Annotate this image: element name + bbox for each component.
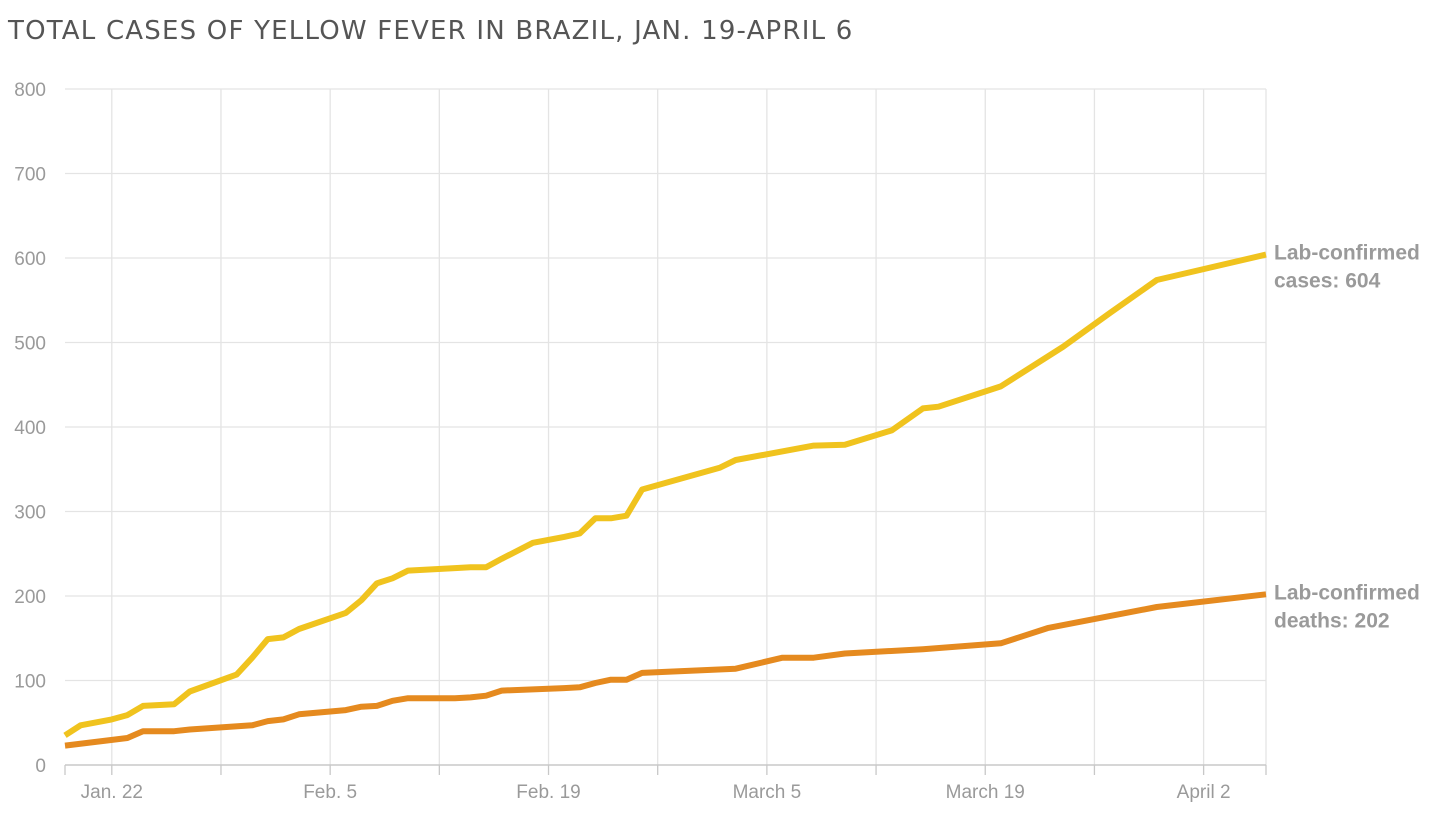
series-end-label-line: deaths: 202: [1274, 609, 1390, 632]
x-tick-label: Feb. 19: [516, 782, 580, 803]
y-tick-label: 800: [14, 80, 46, 101]
y-tick-label: 100: [14, 672, 46, 693]
series-line-cases: [63, 251, 1267, 738]
grid-lines: [65, 88, 1267, 765]
series-end-label-line: Lab-confirmed: [1274, 242, 1420, 265]
x-tick-label: March 5: [733, 782, 802, 803]
axes: 0 100 200 300 400 500 600 700 800 Jan. 22 Feb. 5 Fe…: [14, 80, 1267, 803]
x-tick-label: Jan. 22: [81, 782, 143, 803]
end-labels: Lab-confirmed cases: 604 Lab-confirmed deat…: [1274, 242, 1420, 633]
y-tick-label: 500: [14, 334, 46, 355]
y-tick-label: 700: [14, 165, 46, 186]
series-end-label-line: Lab-confirmed: [1274, 581, 1420, 604]
series-line-deaths: [64, 591, 1267, 749]
y-tick-label: 400: [14, 418, 46, 439]
series-lines: [63, 251, 1267, 749]
series-end-label-deaths: Lab-confirmed deaths: 202: [1274, 581, 1420, 632]
series-end-label-line: cases: 604: [1274, 270, 1381, 293]
x-tick-label: March 19: [946, 782, 1025, 803]
x-tick-label: April 2: [1177, 782, 1231, 803]
series-end-label-cases: Lab-confirmed cases: 604: [1274, 242, 1420, 293]
y-tick-label: 600: [14, 249, 46, 270]
y-tick-label: 200: [14, 587, 46, 608]
x-tick-label: Feb. 5: [303, 782, 357, 803]
chart-title: TOTAL CASES OF YELLOW FEVER IN BRAZIL, J…: [8, 16, 854, 46]
y-tick-label: 300: [14, 503, 46, 524]
y-tick-label: 0: [35, 756, 46, 777]
